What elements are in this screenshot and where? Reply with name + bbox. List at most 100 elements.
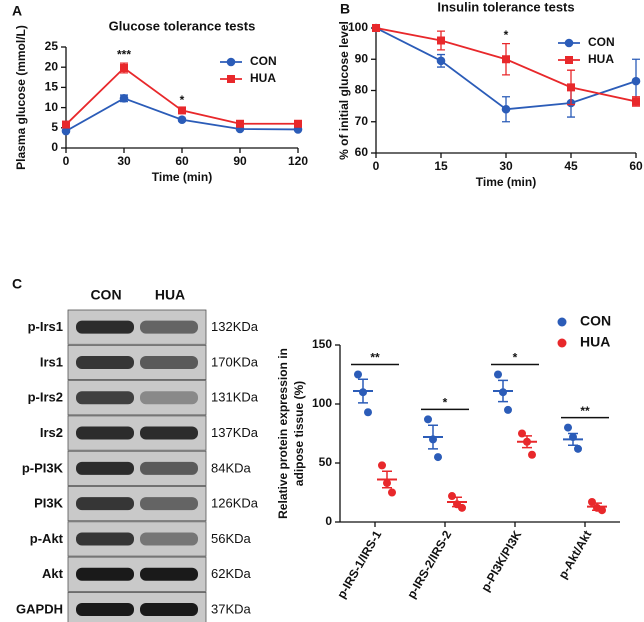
data-point (236, 119, 244, 128)
blot-band (140, 391, 198, 405)
data-point (436, 56, 446, 66)
data-point (631, 76, 641, 86)
panel-letter: B (340, 1, 350, 17)
data-point (598, 506, 606, 515)
panel-letter: A (12, 3, 22, 19)
y-tick-label: 60 (355, 145, 369, 159)
data-point (502, 55, 510, 64)
blot-band (140, 461, 198, 475)
legend-label: HUA (580, 334, 610, 350)
y-axis-label: Relative protein expression in (276, 348, 290, 519)
blot-band (76, 567, 134, 581)
blot-size-label: 37KDa (211, 601, 252, 616)
blot-band (76, 461, 134, 475)
blot-size-label: 56KDa (211, 531, 252, 546)
data-point (62, 120, 70, 129)
blot-size-label: 126KDa (211, 496, 259, 511)
data-point (424, 415, 432, 424)
blot-row-label: PI3K (34, 496, 64, 511)
blot-band (140, 532, 198, 546)
blot-band (140, 567, 198, 581)
chart-title: Glucose tolerance tests (109, 18, 256, 33)
data-point (388, 488, 396, 497)
legend-marker (226, 57, 236, 67)
blot-row-label: Irs2 (40, 425, 63, 440)
data-point (434, 453, 442, 462)
x-tick-label: 60 (175, 154, 189, 168)
blot-row-label: p-Irs2 (28, 390, 63, 405)
data-point (448, 492, 456, 501)
significance: *** (117, 47, 131, 61)
data-point (119, 94, 129, 103)
significance: * (180, 93, 185, 107)
blot-row-label: Akt (42, 566, 64, 581)
y-tick-label: 150 (312, 337, 332, 351)
data-point (120, 64, 128, 73)
blot-band (140, 497, 198, 511)
blot-band (76, 391, 134, 405)
data-point (499, 388, 507, 397)
blot-row-label: p-PI3K (22, 460, 64, 475)
x-tick-label: p-IRS-2/IRS-2 (404, 528, 454, 601)
x-tick-label: 0 (373, 159, 380, 173)
y-tick-label: 10 (45, 100, 59, 114)
y-axis-label: adipose tissue (%) (292, 381, 306, 486)
data-point (294, 119, 302, 128)
legend-marker (565, 56, 573, 64)
data-point (564, 423, 572, 432)
data-point (501, 104, 511, 114)
data-point (569, 433, 577, 442)
y-tick-label: 5 (51, 120, 58, 134)
blot-size-label: 170KDa (211, 354, 259, 369)
significance: * (504, 28, 509, 42)
data-point (378, 461, 386, 470)
legend-marker (557, 317, 567, 327)
blot-band (76, 603, 134, 617)
y-tick-label: 50 (319, 455, 333, 469)
x-tick-label: 90 (233, 154, 247, 168)
blot-band (76, 497, 134, 511)
blot-band (140, 355, 198, 369)
y-tick-label: 100 (312, 396, 332, 410)
blot-column-label: HUA (155, 287, 185, 303)
blot-strip (67, 486, 207, 522)
blot-size-label: 131KDa (211, 390, 259, 405)
y-tick-label: 0 (325, 514, 332, 528)
blot-band (76, 532, 134, 546)
blot-band (76, 426, 134, 440)
data-point (429, 435, 437, 444)
significance: * (513, 351, 518, 365)
blot-band (140, 603, 198, 617)
significance: ** (580, 404, 590, 418)
blot-row-label: GAPDH (16, 601, 63, 616)
x-tick-label: p-IRS-1/IRS-1 (334, 528, 384, 601)
legend-label: HUA (588, 52, 614, 66)
data-point (177, 115, 187, 125)
blot-band (76, 320, 134, 334)
x-tick-label: p-Akt/Akt (556, 528, 595, 581)
data-point (354, 370, 362, 379)
chart-title: Insulin tolerance tests (437, 0, 574, 14)
legend-marker (564, 38, 574, 48)
blot-row-label: Irs1 (40, 354, 63, 369)
legend-marker (227, 75, 235, 83)
significance: ** (370, 351, 380, 365)
x-tick-label: p-PI3K/PI3K (478, 528, 524, 594)
data-point (372, 24, 380, 32)
blot-band (76, 355, 134, 369)
data-point (359, 388, 367, 397)
y-tick-label: 80 (355, 83, 369, 97)
data-point (61, 126, 71, 136)
data-point (523, 437, 531, 446)
y-axis-label: % of initial glucose level (337, 21, 351, 160)
blot-size-label: 137KDa (211, 425, 259, 440)
legend-label: CON (580, 313, 611, 329)
legend-marker (557, 338, 567, 348)
x-tick-label: 0 (63, 154, 70, 168)
data-point (364, 408, 372, 417)
data-point (632, 97, 640, 106)
x-axis-label: Time (min) (152, 170, 212, 184)
y-tick-label: 25 (45, 39, 59, 53)
blot-band (140, 320, 198, 334)
